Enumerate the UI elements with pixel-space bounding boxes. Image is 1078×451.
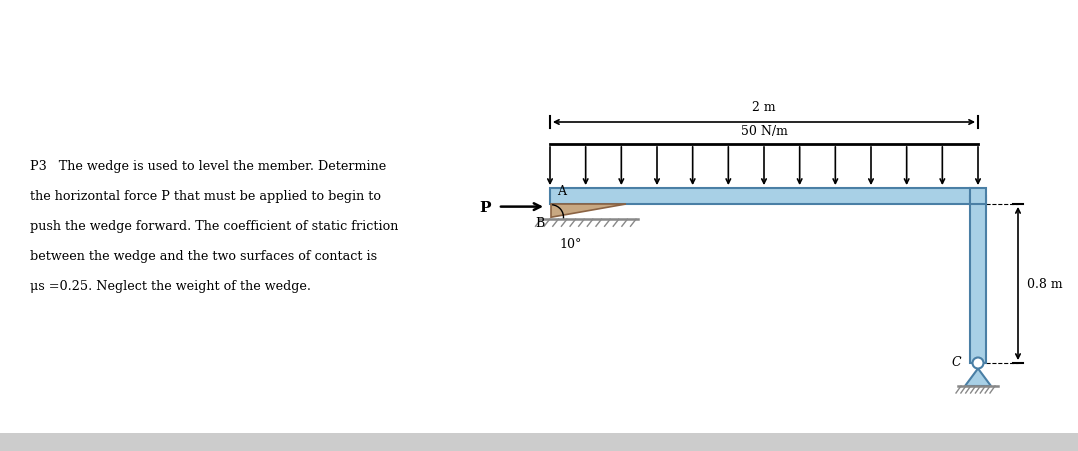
Polygon shape	[965, 368, 991, 386]
Circle shape	[972, 358, 983, 368]
Text: B: B	[536, 217, 545, 230]
Text: A: A	[557, 184, 566, 198]
FancyBboxPatch shape	[970, 189, 986, 205]
Text: P: P	[480, 200, 490, 214]
Text: P3   The wedge is used to level the member. Determine: P3 The wedge is used to level the member…	[30, 160, 386, 173]
Text: μs =0.25. Neglect the weight of the wedge.: μs =0.25. Neglect the weight of the wedg…	[30, 279, 310, 292]
Text: the horizontal force P that must be applied to begin to: the horizontal force P that must be appl…	[30, 189, 381, 202]
Text: between the wedge and the two surfaces of contact is: between the wedge and the two surfaces o…	[30, 249, 377, 262]
Text: 10°: 10°	[559, 238, 582, 251]
FancyBboxPatch shape	[550, 189, 978, 205]
FancyBboxPatch shape	[0, 433, 1078, 451]
Text: 2 m: 2 m	[752, 101, 776, 114]
Text: 50 N/m: 50 N/m	[741, 125, 787, 138]
Text: push the wedge forward. The coefficient of static friction: push the wedge forward. The coefficient …	[30, 220, 399, 232]
Polygon shape	[551, 205, 626, 218]
Text: 0.8 m: 0.8 m	[1027, 277, 1063, 290]
Text: C: C	[952, 356, 960, 368]
FancyBboxPatch shape	[970, 197, 986, 363]
